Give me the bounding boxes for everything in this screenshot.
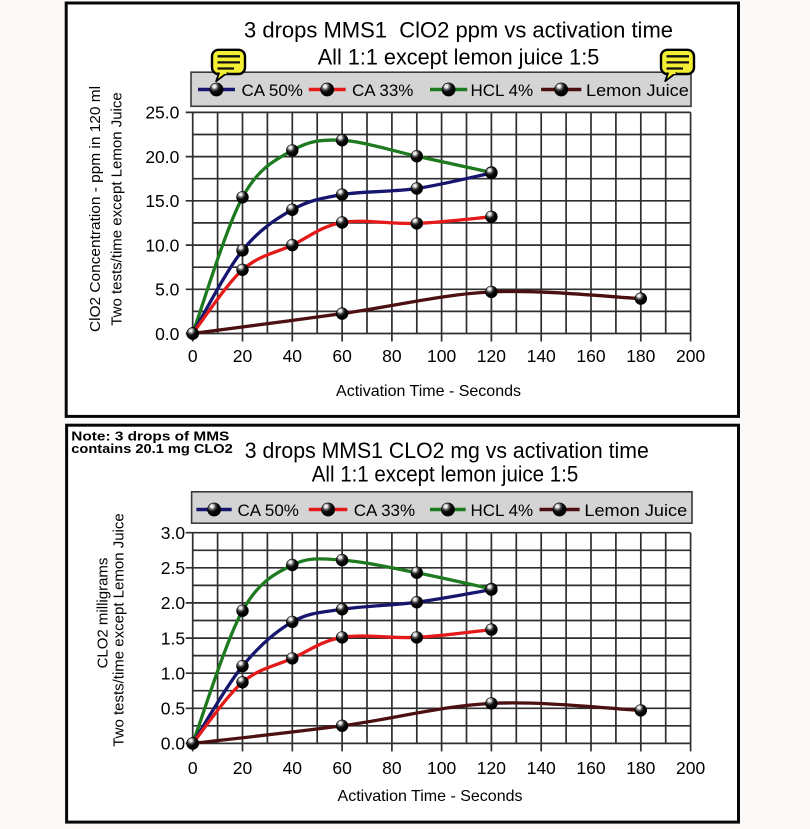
- svg-text:Activation Time - Seconds: Activation Time - Seconds: [336, 383, 521, 400]
- svg-text:contains 20.1 mg CLO2: contains 20.1 mg CLO2: [71, 441, 233, 456]
- svg-text:2.0: 2.0: [161, 593, 186, 613]
- svg-text:0: 0: [188, 346, 198, 366]
- svg-text:3 drops MMS1 CLO2 mg vs activa: 3 drops MMS1 CLO2 mg vs activation time: [245, 438, 649, 463]
- svg-text:CA 50%: CA 50%: [242, 81, 303, 100]
- svg-text:Lemon Juice: Lemon Juice: [586, 81, 689, 100]
- svg-text:100: 100: [427, 346, 456, 366]
- svg-text:200: 200: [676, 346, 705, 366]
- svg-text:ClO2 Concentration - ppm in 12: ClO2 Concentration - ppm in 120 ml: [87, 86, 104, 332]
- svg-text:20: 20: [233, 346, 253, 366]
- svg-text:40: 40: [283, 346, 303, 366]
- svg-text:HCL 4%: HCL 4%: [471, 81, 534, 100]
- svg-text:Note: 3 drops of MMS: Note: 3 drops of MMS: [71, 428, 229, 443]
- svg-text:CA 33%: CA 33%: [352, 81, 413, 100]
- svg-text:2.5: 2.5: [161, 558, 185, 578]
- svg-text:0.0: 0.0: [155, 324, 180, 344]
- svg-text:Two tests/time except Lemon Ju: Two tests/time except Lemon Juice: [111, 513, 128, 746]
- svg-text:200: 200: [676, 758, 705, 778]
- svg-text:3.0: 3.0: [161, 523, 186, 543]
- svg-text:160: 160: [576, 346, 605, 366]
- svg-text:15.0: 15.0: [145, 191, 179, 211]
- svg-text:60: 60: [332, 346, 352, 366]
- svg-text:80: 80: [382, 346, 402, 366]
- svg-text:120: 120: [477, 758, 506, 778]
- svg-text:160: 160: [576, 758, 605, 778]
- svg-text:All 1:1 except lemon juice 1:5: All 1:1 except lemon juice 1:5: [318, 44, 600, 69]
- svg-text:60: 60: [332, 758, 352, 778]
- svg-text:CA 33%: CA 33%: [354, 501, 415, 520]
- svg-text:Activation Time - Seconds: Activation Time - Seconds: [338, 788, 523, 805]
- svg-text:120: 120: [477, 346, 506, 366]
- svg-text:40: 40: [283, 758, 303, 778]
- svg-text:180: 180: [626, 758, 655, 778]
- svg-text:CA 50%: CA 50%: [238, 501, 299, 520]
- svg-text:0: 0: [188, 758, 198, 778]
- svg-text:140: 140: [527, 758, 556, 778]
- svg-text:1.0: 1.0: [161, 664, 186, 684]
- svg-text:180: 180: [626, 346, 655, 366]
- svg-text:CLO2 milligrams: CLO2 milligrams: [95, 558, 112, 669]
- svg-text:Two tests/time except Lemon Ju: Two tests/time except Lemon Juice: [109, 92, 126, 325]
- svg-text:20: 20: [233, 758, 253, 778]
- svg-text:25.0: 25.0: [145, 103, 179, 123]
- svg-text:80: 80: [382, 758, 402, 778]
- svg-text:100: 100: [427, 758, 456, 778]
- svg-text:5.0: 5.0: [155, 280, 180, 300]
- svg-text:All 1:1 except lemon juice 1:5: All 1:1 except lemon juice 1:5: [312, 462, 579, 487]
- svg-text:0.0: 0.0: [161, 734, 186, 754]
- svg-text:10.0: 10.0: [145, 235, 179, 255]
- svg-text:HCL 4%: HCL 4%: [471, 501, 534, 520]
- svg-text:20.0: 20.0: [145, 147, 179, 167]
- svg-text:1.5: 1.5: [161, 628, 185, 648]
- svg-text:3 drops MMS1 ClO2 ppm vs acti: 3 drops MMS1 ClO2 ppm vs activation time: [244, 18, 673, 43]
- svg-text:140: 140: [527, 346, 556, 366]
- svg-text:Lemon Juice: Lemon Juice: [584, 501, 687, 520]
- svg-text:0.5: 0.5: [161, 699, 185, 719]
